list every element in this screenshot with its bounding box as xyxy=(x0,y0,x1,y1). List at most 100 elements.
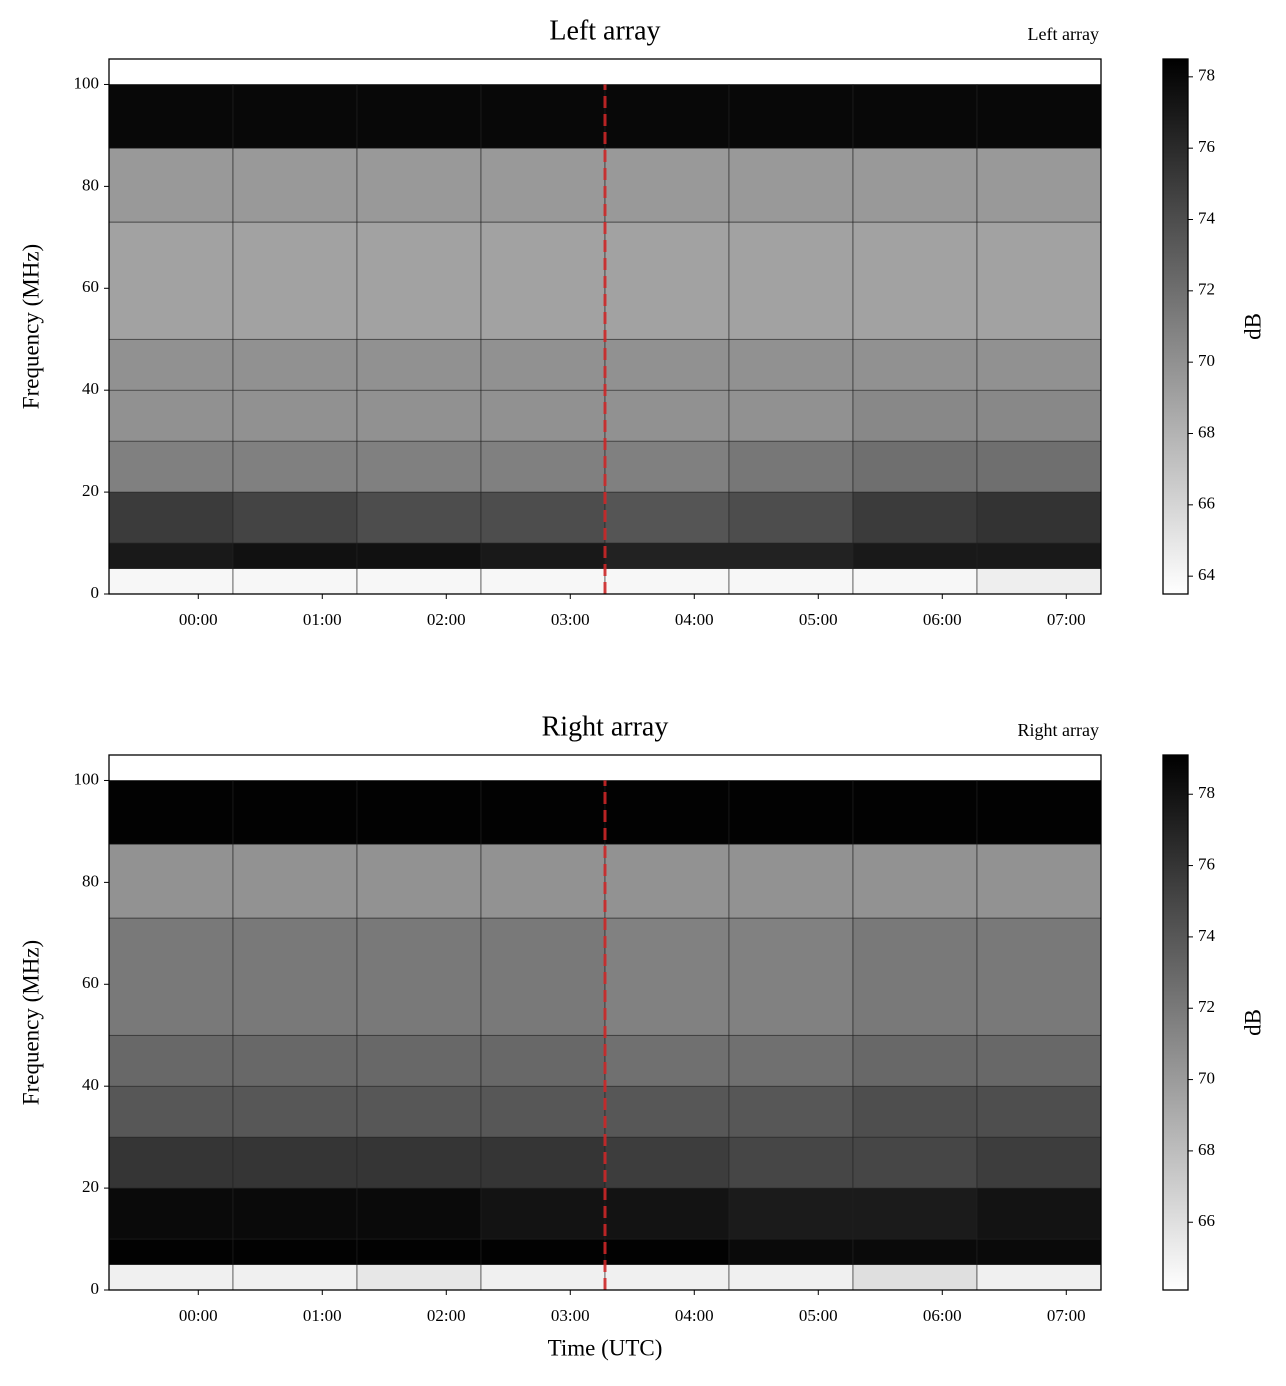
heatmap-cell xyxy=(852,147,978,223)
heatmap-cell xyxy=(604,84,730,149)
y-tick-label: 80 xyxy=(82,175,99,194)
heatmap-cell xyxy=(232,1034,358,1087)
heatmap-cell xyxy=(108,780,234,845)
heatmap-cell xyxy=(604,1136,730,1189)
colorbar-tick-label: 70 xyxy=(1198,351,1215,370)
heatmap-cell xyxy=(852,568,978,595)
colorbar-tick-label: 68 xyxy=(1198,1140,1215,1159)
heatmap-cell xyxy=(852,338,978,391)
heatmap-cell xyxy=(108,568,234,595)
heatmap-cell xyxy=(480,440,606,493)
heatmap-cell xyxy=(604,568,730,595)
heatmap-cell xyxy=(728,1136,854,1189)
heatmap-cell xyxy=(976,843,1102,919)
heatmap-cell xyxy=(108,221,234,340)
heatmap-cell xyxy=(604,1187,730,1240)
heatmap-cell xyxy=(480,1238,606,1265)
heatmap-cell xyxy=(356,338,482,391)
heatmap-cell xyxy=(728,780,854,845)
x-tick-label: 04:00 xyxy=(675,610,714,629)
heatmap-cell xyxy=(852,1085,978,1138)
y-tick-label: 0 xyxy=(91,583,100,602)
heatmap-cell xyxy=(356,917,482,1036)
heatmap-cell xyxy=(728,221,854,340)
heatmap-cell xyxy=(108,1264,234,1291)
colorbar xyxy=(1162,754,1189,1291)
heatmap-cell xyxy=(480,1187,606,1240)
heatmap-cell xyxy=(356,843,482,919)
heatmap-cell xyxy=(356,440,482,493)
colorbar-tick-label: 72 xyxy=(1198,280,1215,299)
heatmap-cell xyxy=(108,1136,234,1189)
heatmap-cell xyxy=(356,491,482,544)
heatmap-cell xyxy=(604,338,730,391)
heatmap-cell xyxy=(356,542,482,569)
heatmap-cell xyxy=(108,84,234,149)
heatmap-cell xyxy=(232,338,358,391)
colorbar-tick-label: 70 xyxy=(1198,1068,1215,1087)
colorbar xyxy=(1162,58,1189,595)
heatmap-cell xyxy=(356,1264,482,1291)
heatmap-cell xyxy=(604,917,730,1036)
heatmap-cell xyxy=(356,780,482,845)
heatmap-cell xyxy=(852,917,978,1036)
corner-label: Right array xyxy=(1018,720,1099,740)
heatmap-cell xyxy=(976,147,1102,223)
heatmap-cell xyxy=(852,1238,978,1265)
heatmap-cell xyxy=(604,221,730,340)
heatmap-cell xyxy=(108,843,234,919)
heatmap-cell xyxy=(480,491,606,544)
heatmap-cell xyxy=(976,917,1102,1036)
heatmap-cell xyxy=(232,843,358,919)
heatmap-cell xyxy=(480,338,606,391)
x-tick-label: 05:00 xyxy=(799,1306,838,1325)
heatmap-cell xyxy=(108,1238,234,1265)
heatmap-cell xyxy=(728,491,854,544)
heatmap-cell xyxy=(604,147,730,223)
heatmap-cell xyxy=(232,1136,358,1189)
heatmap-cell xyxy=(480,1264,606,1291)
colorbar-label: dB xyxy=(1240,313,1265,340)
colorbar-tick-label: 66 xyxy=(1198,494,1215,513)
heatmap-cell xyxy=(232,84,358,149)
heatmap-cell xyxy=(852,491,978,544)
heatmap-cell xyxy=(356,1136,482,1189)
heatmap-cell xyxy=(852,843,978,919)
heatmap-cell xyxy=(232,389,358,442)
heatmap-cell xyxy=(852,1264,978,1291)
heatmap-cell xyxy=(232,568,358,595)
heatmap-cell xyxy=(976,780,1102,845)
heatmap-cell xyxy=(852,1136,978,1189)
heatmap-cell xyxy=(480,147,606,223)
heatmap-cell xyxy=(976,1034,1102,1087)
heatmap-cell xyxy=(108,440,234,493)
heatmap-cell xyxy=(480,843,606,919)
heatmap-cell xyxy=(480,542,606,569)
heatmap-cell xyxy=(480,1085,606,1138)
heatmap-cell xyxy=(976,1187,1102,1240)
heatmap-cell xyxy=(232,147,358,223)
y-tick-label: 80 xyxy=(82,871,99,890)
y-tick-label: 100 xyxy=(74,73,100,92)
x-tick-label: 04:00 xyxy=(675,1306,714,1325)
heatmap-cell xyxy=(604,389,730,442)
heatmap-cell xyxy=(480,84,606,149)
x-tick-label: 02:00 xyxy=(427,610,466,629)
heatmap-cell xyxy=(728,1187,854,1240)
heatmap-cell xyxy=(728,843,854,919)
heatmap-cell xyxy=(232,917,358,1036)
heatmap-cell xyxy=(728,338,854,391)
heatmap-cell xyxy=(604,1085,730,1138)
colorbar-tick-label: 64 xyxy=(1198,565,1216,584)
heatmap-cell xyxy=(976,440,1102,493)
x-tick-label: 05:00 xyxy=(799,610,838,629)
heatmap-cell xyxy=(976,221,1102,340)
heatmap-cell xyxy=(480,1034,606,1087)
heatmap-cell xyxy=(728,1264,854,1291)
x-tick-label: 07:00 xyxy=(1047,610,1086,629)
heatmap-cell xyxy=(108,1085,234,1138)
y-tick-label: 60 xyxy=(82,973,99,992)
heatmap-cell xyxy=(976,1136,1102,1189)
heatmap-cell xyxy=(480,917,606,1036)
